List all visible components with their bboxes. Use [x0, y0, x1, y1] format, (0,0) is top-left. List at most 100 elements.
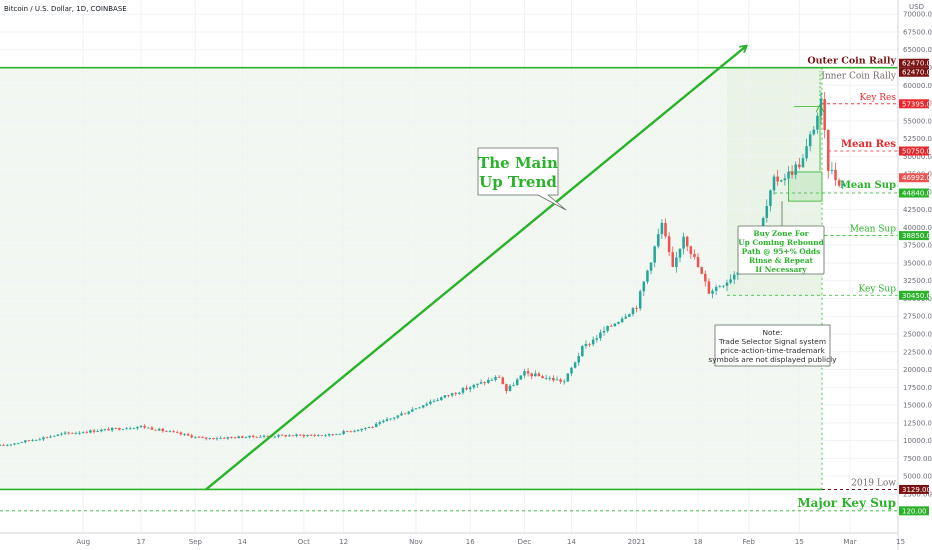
y-tick-label: 2500.00	[903, 490, 932, 498]
candle	[548, 377, 552, 379]
candle	[443, 395, 447, 398]
candle	[635, 308, 638, 309]
candle	[291, 435, 295, 437]
candle	[461, 388, 465, 393]
y-tick-label: 70000.00	[903, 11, 932, 19]
candle	[841, 184, 845, 186]
x-tick-label: Oct	[298, 538, 310, 546]
candle	[190, 435, 193, 438]
candle	[157, 428, 161, 431]
candle	[165, 431, 168, 432]
x-tick-label: 14	[238, 538, 247, 546]
candle	[725, 282, 729, 286]
candle	[403, 413, 407, 415]
candle	[729, 279, 732, 283]
price-tag-bg	[899, 506, 929, 516]
candle	[136, 426, 139, 429]
candle	[288, 435, 291, 437]
candle	[468, 387, 472, 390]
candle	[667, 236, 671, 253]
candle	[259, 436, 262, 438]
x-tick-label: Nov	[409, 538, 423, 546]
candle	[139, 425, 143, 427]
x-tick-label: 16	[466, 538, 475, 546]
candle	[52, 435, 56, 437]
candle	[31, 440, 34, 441]
candle	[696, 256, 700, 268]
price-tag-bg	[899, 484, 929, 494]
candle	[714, 287, 718, 291]
price-tag-bg	[899, 173, 929, 183]
x-tick-label: 12	[339, 538, 348, 546]
candle	[649, 262, 653, 271]
y-tick-label: 42500.00	[903, 206, 932, 214]
buy-zone-text: If Necessary	[755, 265, 807, 274]
candle	[389, 418, 392, 420]
candle	[266, 435, 269, 437]
y-tick-label: 5000.00	[903, 473, 932, 481]
candle	[711, 290, 714, 294]
candle	[143, 425, 146, 428]
candle	[837, 180, 841, 186]
candle	[497, 376, 501, 378]
label-2019-low: 2019 Low	[851, 478, 896, 488]
note-text: Trade Selector Signal system	[718, 337, 826, 346]
candle	[779, 180, 783, 182]
candle	[353, 430, 356, 432]
candle	[801, 158, 805, 168]
candle	[685, 236, 689, 247]
candle	[562, 381, 566, 383]
candle	[490, 379, 494, 381]
candle	[147, 427, 150, 429]
candle	[262, 435, 266, 437]
candle	[617, 322, 620, 324]
candle	[834, 169, 837, 181]
candle	[63, 432, 67, 434]
candle	[515, 379, 519, 385]
candle	[121, 429, 125, 431]
candle	[570, 367, 573, 374]
price-tag-label: 38850.00	[902, 232, 932, 240]
candle	[154, 429, 157, 431]
candle	[34, 439, 38, 441]
price-tag-label: 50750.00	[902, 148, 932, 156]
buy-zone-text: Path @ 95+% Odds	[742, 247, 820, 256]
candle	[118, 428, 121, 430]
candle	[808, 134, 812, 147]
candle	[812, 129, 816, 135]
x-tick-label: 18	[694, 538, 703, 546]
candle	[208, 437, 212, 439]
candle	[392, 417, 396, 419]
y-tick-label: 60000.00	[903, 82, 932, 90]
x-tick-label: Aug	[76, 538, 90, 546]
candle	[678, 248, 682, 258]
candle	[783, 178, 787, 181]
candle	[309, 435, 313, 436]
candle	[472, 384, 476, 388]
price-tag-label: 62470.00	[902, 69, 932, 77]
candle	[483, 382, 486, 384]
candle	[342, 431, 345, 434]
candle	[194, 436, 197, 438]
candle	[302, 435, 306, 437]
label-key-sup: Key Sup	[859, 284, 897, 294]
candle	[85, 432, 89, 434]
candle	[827, 129, 830, 171]
candle	[38, 439, 42, 441]
candle	[671, 252, 675, 267]
candle	[233, 437, 237, 439]
candle	[45, 437, 49, 439]
candle	[320, 435, 324, 436]
candle	[277, 434, 280, 437]
candle	[280, 434, 284, 436]
candle	[436, 399, 439, 401]
candle	[89, 430, 92, 433]
candle	[534, 373, 537, 377]
candle	[107, 428, 110, 431]
candle	[378, 422, 382, 424]
candle	[776, 176, 779, 182]
candle	[718, 286, 722, 288]
candle	[215, 438, 219, 440]
measure-arrow-head	[815, 103, 825, 113]
candle	[335, 433, 338, 435]
